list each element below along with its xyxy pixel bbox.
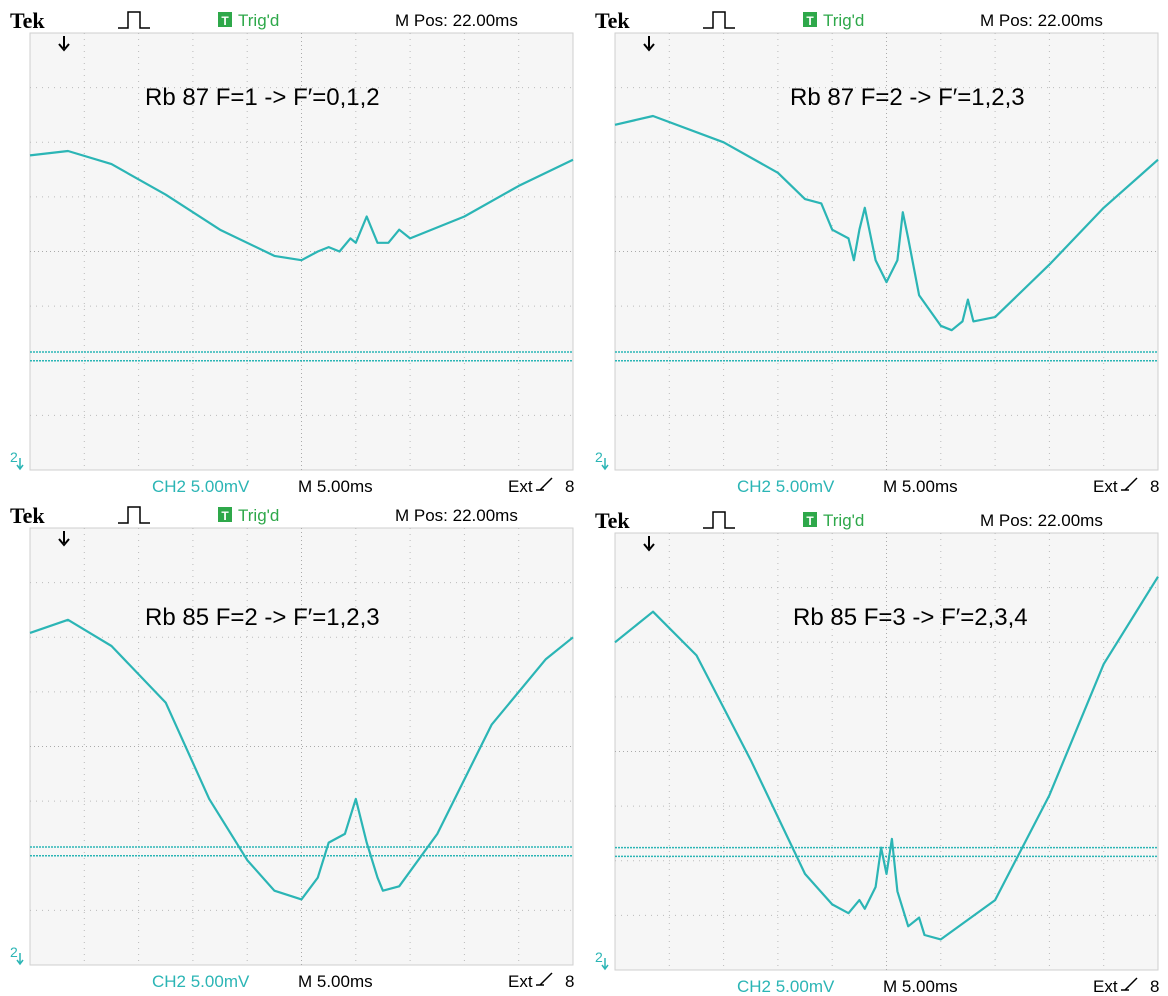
- brand: Tek: [595, 8, 630, 33]
- brand: Tek: [10, 8, 45, 33]
- scope-panel: Tek T Trig'd M Pos: 22.00ms Rb 87 F=2 -> F′=…: [593, 8, 1160, 496]
- timebase: M 5.00ms: [883, 977, 958, 996]
- trigger-level: 8: [565, 972, 574, 991]
- trigger-source: Ext: [508, 477, 533, 496]
- trigger-icon: T: [806, 14, 814, 28]
- position: M Pos: 22.00ms: [395, 506, 518, 525]
- brand: Tek: [10, 503, 45, 528]
- trigger-icon: T: [221, 509, 229, 523]
- oscilloscope-screens: Tek T Trig'd M Pos: 22.00ms Rb 87 F=1 -> F′=…: [0, 0, 1168, 996]
- trigger-source: Ext: [1093, 977, 1118, 996]
- annotation: Rb 87 F=1 -> F′=0,1,2: [145, 84, 380, 111]
- channel-marker: 2: [10, 449, 18, 465]
- trigger-source: Ext: [1093, 477, 1118, 496]
- brand: Tek: [595, 508, 630, 533]
- trigger-level: 8: [1150, 477, 1159, 496]
- annotation: Rb 85 F=3 -> F′=2,3,4: [793, 604, 1028, 631]
- channel-marker: 2: [595, 449, 603, 465]
- scope-panel: Tek T Trig'd M Pos: 22.00ms Rb 85 F=3 -> F′=…: [593, 508, 1160, 996]
- timebase: M 5.00ms: [298, 477, 373, 496]
- annotation: Rb 87 F=2 -> F′=1,2,3: [790, 84, 1025, 111]
- scope-panel: Tek T Trig'd M Pos: 22.00ms Rb 85 F=2 -> F′=…: [8, 503, 575, 991]
- channel-scale: CH2 5.00mV: [737, 977, 835, 996]
- channel-scale: CH2 5.00mV: [152, 477, 250, 496]
- timebase: M 5.00ms: [298, 972, 373, 991]
- annotation: Rb 85 F=2 -> F′=1,2,3: [145, 604, 380, 631]
- trigger-icon: T: [221, 14, 229, 28]
- channel-marker: 2: [10, 944, 18, 960]
- position: M Pos: 22.00ms: [395, 11, 518, 30]
- trigger-status: Trig'd: [238, 506, 279, 525]
- position: M Pos: 22.00ms: [980, 511, 1103, 530]
- channel-scale: CH2 5.00mV: [152, 972, 250, 991]
- trigger-icon: T: [806, 514, 814, 528]
- trigger-level: 8: [565, 477, 574, 496]
- timebase: M 5.00ms: [883, 477, 958, 496]
- scope-panel: Tek T Trig'd M Pos: 22.00ms Rb 87 F=1 -> F′=…: [8, 8, 575, 496]
- trigger-status: Trig'd: [823, 11, 864, 30]
- channel-marker: 2: [595, 949, 603, 965]
- trigger-status: Trig'd: [238, 11, 279, 30]
- trigger-source: Ext: [508, 972, 533, 991]
- graticule: [615, 533, 1158, 970]
- channel-scale: CH2 5.00mV: [737, 477, 835, 496]
- trigger-level: 8: [1150, 977, 1159, 996]
- position: M Pos: 22.00ms: [980, 11, 1103, 30]
- trigger-status: Trig'd: [823, 511, 864, 530]
